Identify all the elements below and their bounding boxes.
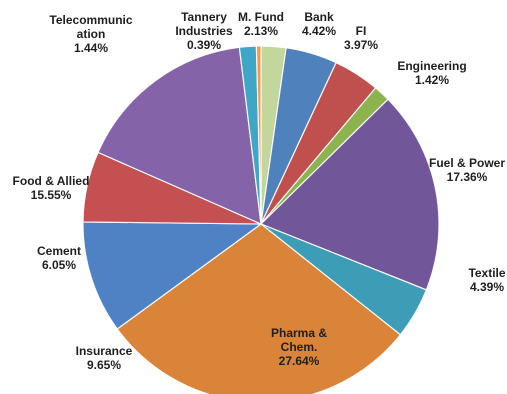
data-label-telecommunication: Telecommunic ation 1.44% bbox=[49, 13, 132, 55]
data-label-line-1: Cement bbox=[37, 244, 81, 258]
data-label-line-3: 27.64% bbox=[279, 354, 320, 368]
data-label-line-2: 17.36% bbox=[447, 170, 488, 184]
data-label-line-1: M. Fund bbox=[238, 10, 284, 24]
data-label-line-2: 4.42% bbox=[302, 24, 336, 38]
data-label-line-2: 4.39% bbox=[470, 280, 504, 294]
data-label-tannery-industries: Tannery Industries 0.39% bbox=[175, 10, 233, 52]
data-label-cement: Cement 6.05% bbox=[37, 244, 81, 272]
data-label-line-2: Industries bbox=[175, 24, 233, 38]
data-label-line-2: ation bbox=[77, 27, 106, 41]
data-label-textile: Textile 4.39% bbox=[468, 266, 505, 294]
data-label-m-fund: M. Fund 2.13% bbox=[238, 10, 284, 38]
data-label-line-2: 3.97% bbox=[344, 38, 378, 52]
data-label-fi: FI 3.97% bbox=[344, 24, 378, 52]
data-label-line-1: Pharma & bbox=[271, 326, 327, 340]
data-label-line-1: Food & Allied bbox=[13, 174, 90, 188]
data-label-line-2: 6.05% bbox=[42, 258, 76, 272]
data-label-line-1: Telecommunic bbox=[49, 13, 132, 27]
data-label-insurance: Insurance 9.65% bbox=[76, 344, 133, 372]
data-label-line-1: Tannery bbox=[181, 10, 227, 24]
data-label-pharma-chem: Pharma & Chem. 27.64% bbox=[271, 326, 327, 368]
data-label-line-1: FI bbox=[356, 24, 367, 38]
data-label-line-2: 9.65% bbox=[87, 358, 121, 372]
data-label-line-1: Engineering bbox=[397, 59, 466, 73]
pie-slice-tannery-industries bbox=[255, 45, 262, 225]
data-label-line-1: Bank bbox=[304, 10, 334, 24]
data-label-food-allied: Food & Allied 15.55% bbox=[13, 174, 90, 202]
data-label-line-3: 1.44% bbox=[74, 41, 108, 55]
pie-slice-insurance bbox=[82, 221, 263, 330]
data-label-engineering: Engineering 1.42% bbox=[397, 59, 466, 87]
data-label-line-2: Chem. bbox=[281, 340, 318, 354]
data-label-line-2: 1.42% bbox=[415, 73, 449, 87]
data-label-line-1: Insurance bbox=[76, 344, 133, 358]
data-label-line-2: 15.55% bbox=[31, 188, 72, 202]
pie-slice-fuel-power bbox=[259, 98, 440, 291]
data-label-line-2: 2.13% bbox=[244, 24, 278, 38]
data-label-line-1: Fuel & Power bbox=[429, 156, 505, 170]
data-label-fuel-power: Fuel & Power 17.36% bbox=[429, 156, 505, 184]
pie-slice-pharma-chem bbox=[116, 223, 402, 394]
data-label-line-1: Textile bbox=[468, 266, 505, 280]
data-label-line-3: 0.39% bbox=[187, 38, 221, 52]
pie-slice-food-allied bbox=[97, 46, 262, 225]
data-label-bank: Bank 4.42% bbox=[302, 10, 336, 38]
